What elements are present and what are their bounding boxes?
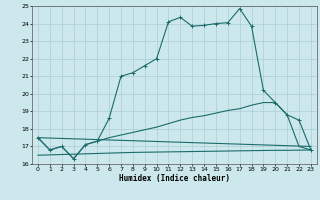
X-axis label: Humidex (Indice chaleur): Humidex (Indice chaleur) [119, 174, 230, 183]
